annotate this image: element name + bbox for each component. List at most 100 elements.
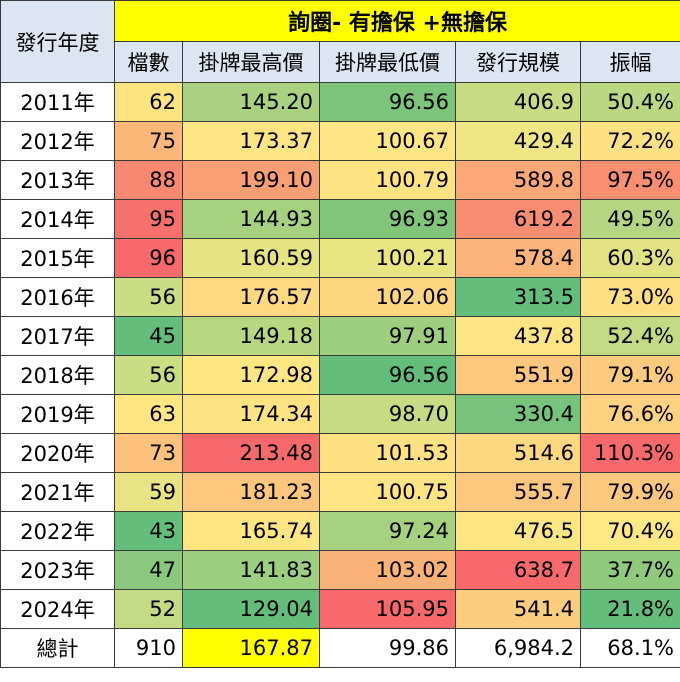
table-row: 2020年 73 213.48 101.53 514.6 110.3% (0, 433, 680, 473)
max-price-cell: 165.74 (182, 511, 320, 551)
issue-size-cell: 429.4 (455, 121, 581, 161)
year-cell: 2016年 (0, 277, 115, 317)
min-price-cell: 96.93 (319, 199, 456, 239)
issue-size-cell: 589.8 (455, 160, 581, 200)
issue-size-cell: 476.5 (455, 511, 581, 551)
min-price-cell: 102.06 (319, 277, 456, 317)
column-header-issue-size: 發行規模 (455, 41, 581, 83)
amplitude-cell: 50.4% (579, 82, 680, 122)
total-issue-size-cell: 6,984.2 (455, 628, 581, 668)
count-cell: 43 (114, 511, 183, 551)
max-price-cell: 199.10 (182, 160, 320, 200)
year-cell: 2021年 (0, 472, 115, 512)
year-cell: 2011年 (0, 82, 115, 122)
max-price-cell: 141.83 (182, 550, 320, 590)
total-max-price-cell: 167.87 (182, 628, 320, 668)
count-cell: 62 (114, 82, 183, 122)
header-row-columns: 檔數 掛牌最高價 掛牌最低價 發行規模 振幅 (1, 41, 680, 83)
max-price-cell: 145.20 (182, 82, 320, 122)
table-row: 2022年 43 165.74 97.24 476.5 70.4% (0, 511, 680, 551)
table-title: 詢圈- 有擔保 +無擔保 (113, 0, 680, 42)
table-row: 2023年 47 141.83 103.02 638.7 37.7% (0, 550, 680, 590)
year-cell: 2017年 (0, 316, 115, 356)
amplitude-cell: 110.3% (579, 433, 680, 473)
amplitude-cell: 60.3% (579, 238, 680, 278)
total-amplitude-cell: 68.1% (579, 628, 680, 668)
min-price-cell: 96.56 (319, 355, 456, 395)
issue-size-cell: 406.9 (455, 82, 581, 122)
issue-size-cell: 514.6 (455, 433, 581, 473)
max-price-cell: 213.48 (182, 433, 320, 473)
max-price-cell: 129.04 (182, 589, 320, 629)
count-cell: 56 (114, 277, 183, 317)
table-body: 2011年 62 145.20 96.56 406.9 50.4% 2012年 75 173.3… (0, 82, 680, 668)
total-count-cell: 910 (114, 628, 183, 668)
max-price-cell: 174.34 (182, 394, 320, 434)
table-row: 2017年 45 149.18 97.91 437.8 52.4% (0, 316, 680, 356)
count-cell: 88 (114, 160, 183, 200)
table-row: 2013年 88 199.10 100.79 589.8 97.5% (0, 160, 680, 200)
issue-size-cell: 551.9 (455, 355, 581, 395)
min-price-cell: 98.70 (319, 394, 456, 434)
count-cell: 75 (114, 121, 183, 161)
amplitude-cell: 21.8% (579, 589, 680, 629)
data-table: 發行年度 詢圈- 有擔保 +無擔保 檔數 掛牌最高價 掛牌最低價 發行規模 振幅… (0, 0, 680, 668)
issue-size-cell: 437.8 (455, 316, 581, 356)
min-price-cell: 100.79 (319, 160, 456, 200)
issue-size-cell: 638.7 (455, 550, 581, 590)
count-cell: 52 (114, 589, 183, 629)
max-price-cell: 176.57 (182, 277, 320, 317)
amplitude-cell: 79.1% (579, 355, 680, 395)
table-row: 2014年 95 144.93 96.93 619.2 49.5% (0, 199, 680, 239)
max-price-cell: 172.98 (182, 355, 320, 395)
min-price-cell: 100.21 (319, 238, 456, 278)
table-row: 2024年 52 129.04 105.95 541.4 21.8% (0, 589, 680, 629)
min-price-cell: 96.56 (319, 82, 456, 122)
table-row: 2015年 96 160.59 100.21 578.4 60.3% (0, 238, 680, 278)
amplitude-cell: 52.4% (579, 316, 680, 356)
table-row: 2021年 59 181.23 100.75 555.7 79.9% (0, 472, 680, 512)
year-cell: 2022年 (0, 511, 115, 551)
table-row: 2019年 63 174.34 98.70 330.4 76.6% (0, 394, 680, 434)
max-price-cell: 144.93 (182, 199, 320, 239)
table-row: 2012年 75 173.37 100.67 429.4 72.2% (0, 121, 680, 161)
column-header-min-price: 掛牌最低價 (319, 41, 456, 83)
issue-size-cell: 330.4 (455, 394, 581, 434)
min-price-cell: 97.91 (319, 316, 456, 356)
column-header-count: 檔數 (114, 41, 183, 83)
min-price-cell: 100.75 (319, 472, 456, 512)
count-cell: 96 (114, 238, 183, 278)
count-cell: 56 (114, 355, 183, 395)
issue-size-cell: 555.7 (455, 472, 581, 512)
count-cell: 63 (114, 394, 183, 434)
year-cell: 2019年 (0, 394, 115, 434)
count-cell: 47 (114, 550, 183, 590)
year-cell: 2018年 (0, 355, 115, 395)
amplitude-cell: 49.5% (579, 199, 680, 239)
header-row-top: 發行年度 詢圈- 有擔保 +無擔保 (0, 0, 680, 83)
max-price-cell: 160.59 (182, 238, 320, 278)
column-header-amplitude: 振幅 (579, 41, 680, 83)
min-price-cell: 101.53 (319, 433, 456, 473)
max-price-cell: 173.37 (182, 121, 320, 161)
count-cell: 45 (114, 316, 183, 356)
min-price-cell: 105.95 (319, 589, 456, 629)
issue-size-cell: 313.5 (455, 277, 581, 317)
year-header: 發行年度 (0, 0, 115, 83)
table-row: 2011年 62 145.20 96.56 406.9 50.4% (0, 82, 680, 122)
year-cell: 2024年 (0, 589, 115, 629)
count-cell: 95 (114, 199, 183, 239)
table-row: 2016年 56 176.57 102.06 313.5 73.0% (0, 277, 680, 317)
min-price-cell: 103.02 (319, 550, 456, 590)
amplitude-cell: 79.9% (579, 472, 680, 512)
total-min-price-cell: 99.86 (319, 628, 456, 668)
amplitude-cell: 72.2% (579, 121, 680, 161)
issue-size-cell: 541.4 (455, 589, 581, 629)
year-cell: 2012年 (0, 121, 115, 161)
count-cell: 73 (114, 433, 183, 473)
amplitude-cell: 73.0% (579, 277, 680, 317)
table-row: 2018年 56 172.98 96.56 551.9 79.1% (0, 355, 680, 395)
amplitude-cell: 76.6% (579, 394, 680, 434)
min-price-cell: 100.67 (319, 121, 456, 161)
year-cell: 2013年 (0, 160, 115, 200)
